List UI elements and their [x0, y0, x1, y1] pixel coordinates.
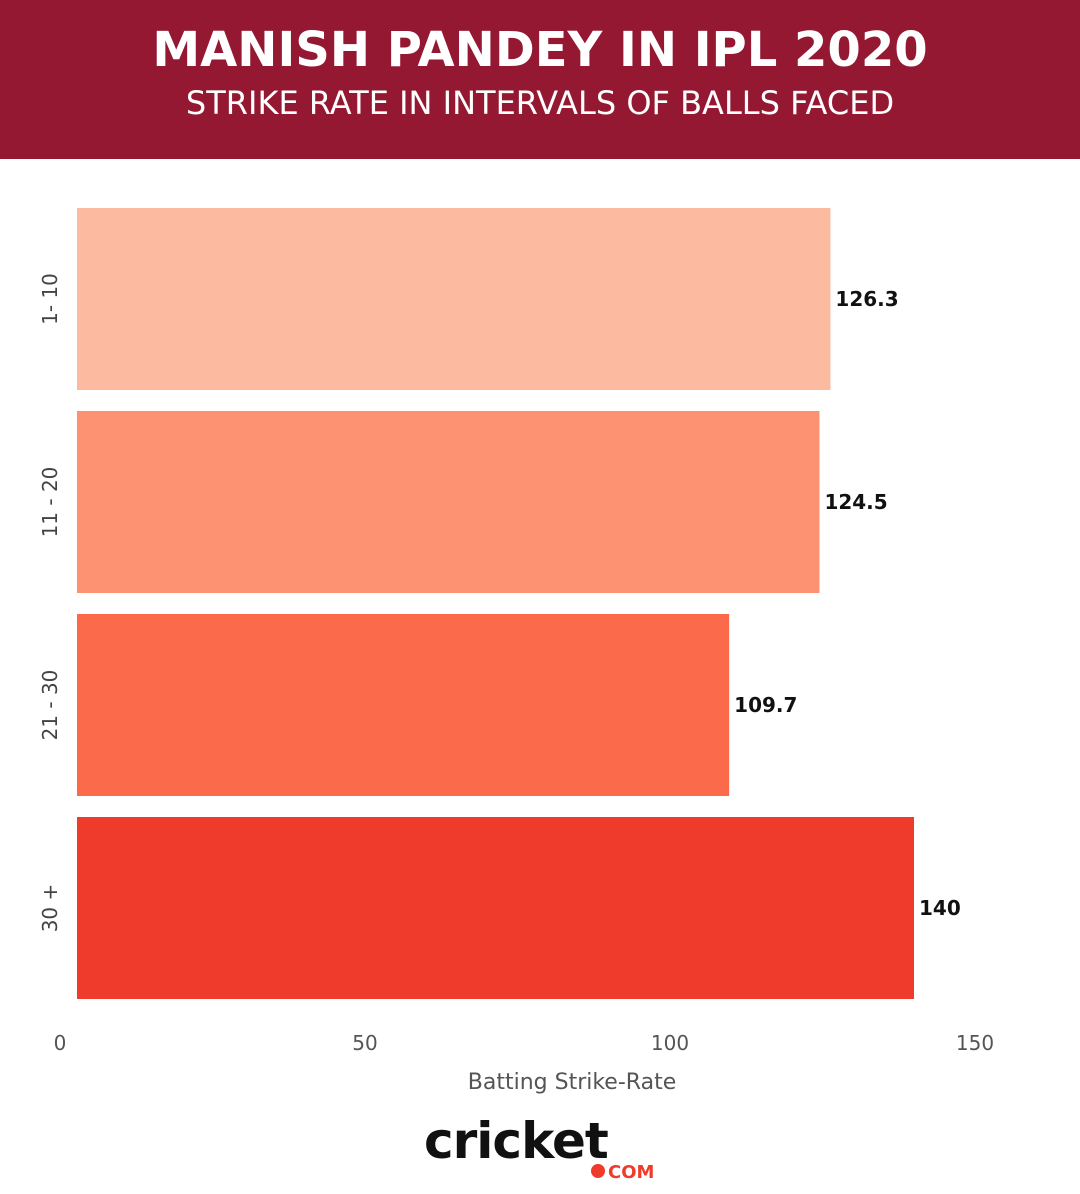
bar-chart: 126.3 124.5 109.7 140 1- 10 11 - 20 21 - 30 30…: [38, 208, 994, 1095]
x-tick-label-2: 100: [651, 1031, 689, 1055]
data-label-0: 126.3: [835, 287, 898, 311]
bar-0: [77, 208, 831, 390]
logo-dot-icon: [591, 1164, 605, 1178]
y-category-label-3: 30 +: [38, 884, 62, 933]
bar-3: [77, 817, 914, 999]
logo-word: cricket: [424, 1112, 608, 1170]
bar-2: [77, 614, 730, 796]
cricket-com-logo: cricket COM: [424, 1112, 654, 1183]
x-tick-label-0: 0: [54, 1031, 67, 1055]
bar-1: [77, 411, 820, 593]
x-tick-label-3: 150: [956, 1031, 994, 1055]
y-axis-categories: 1- 10 11 - 20 21 - 30 30 +: [38, 273, 62, 932]
y-category-label-0: 1- 10: [38, 273, 62, 325]
x-axis-label: Batting Strike-Rate: [468, 1070, 676, 1095]
chart-header: MANISH PANDEY IN IPL 2020 STRIKE RATE IN…: [0, 0, 1080, 159]
bars-layer: [77, 208, 914, 999]
chart-subtitle: STRIKE RATE IN INTERVALS OF BALLS FACED: [185, 84, 895, 122]
y-category-label-2: 21 - 30: [38, 670, 62, 741]
chart-title: MANISH PANDEY IN IPL 2020: [152, 22, 928, 78]
data-label-1: 124.5: [824, 490, 887, 514]
data-labels-layer: 126.3 124.5 109.7 140: [734, 287, 961, 920]
data-label-3: 140: [919, 896, 961, 920]
x-axis-ticks: 0 50 100 150: [54, 1031, 994, 1055]
x-tick-label-1: 50: [352, 1031, 377, 1055]
logo-suffix: COM: [608, 1162, 654, 1183]
y-category-label-1: 11 - 20: [38, 467, 62, 538]
data-label-2: 109.7: [734, 693, 797, 717]
